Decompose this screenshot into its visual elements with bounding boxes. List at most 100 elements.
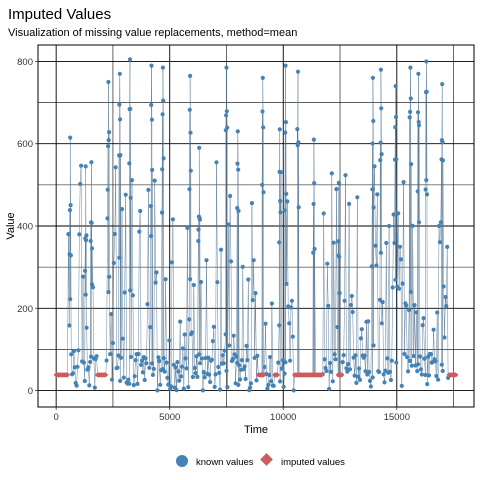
known-value-point bbox=[278, 210, 283, 215]
known-value-point bbox=[335, 325, 340, 330]
known-value-point bbox=[231, 333, 236, 338]
known-value-point bbox=[354, 380, 359, 385]
known-value-point bbox=[129, 178, 135, 183]
known-value-point bbox=[243, 376, 248, 382]
known-value-point bbox=[416, 123, 422, 128]
known-value-point bbox=[374, 263, 379, 268]
known-value-point bbox=[140, 370, 145, 375]
known-value-point bbox=[242, 364, 247, 369]
known-value-point bbox=[77, 232, 82, 237]
known-value-point bbox=[142, 377, 147, 383]
known-value-point bbox=[88, 359, 93, 365]
known-value-point bbox=[408, 289, 413, 295]
known-value-point bbox=[397, 244, 403, 249]
x-axis-ticks: 0 5000 10000 15000 bbox=[54, 407, 410, 423]
known-value-point bbox=[107, 274, 112, 279]
known-value-point bbox=[156, 355, 161, 360]
known-value-point bbox=[235, 129, 240, 134]
known-value-point bbox=[289, 298, 294, 303]
known-value-point bbox=[406, 369, 411, 374]
known-value-point bbox=[236, 167, 241, 172]
known-value-point bbox=[79, 163, 84, 168]
known-value-point bbox=[175, 360, 180, 365]
known-value-point bbox=[283, 360, 288, 365]
known-value-point bbox=[415, 110, 421, 115]
known-value-point bbox=[261, 125, 266, 130]
known-value-point bbox=[285, 199, 290, 204]
known-value-point bbox=[415, 369, 420, 374]
known-value-point bbox=[81, 360, 86, 365]
known-value-point bbox=[424, 192, 430, 197]
known-value-point bbox=[431, 327, 436, 332]
known-value-point bbox=[218, 247, 224, 252]
known-value-point bbox=[255, 353, 260, 358]
known-value-point bbox=[371, 205, 376, 210]
known-value-point bbox=[442, 335, 447, 340]
imputed-value-point bbox=[319, 372, 325, 378]
known-value-point bbox=[207, 372, 212, 377]
known-value-point bbox=[83, 238, 89, 243]
known-value-point bbox=[283, 130, 288, 135]
known-value-point bbox=[334, 187, 339, 192]
known-value-point bbox=[160, 65, 165, 70]
known-value-point bbox=[271, 383, 276, 388]
known-value-point bbox=[400, 281, 405, 286]
known-value-point bbox=[206, 355, 211, 360]
known-value-point bbox=[419, 372, 424, 377]
known-value-point bbox=[326, 303, 331, 308]
known-value-point bbox=[378, 140, 383, 145]
known-value-point bbox=[87, 383, 92, 388]
legend-known-label: known values bbox=[196, 457, 254, 468]
known-value-point bbox=[282, 371, 287, 376]
known-value-point bbox=[84, 233, 89, 238]
known-value-point bbox=[214, 160, 219, 165]
known-value-point bbox=[165, 375, 170, 380]
known-value-point bbox=[434, 373, 439, 379]
known-value-point bbox=[284, 281, 289, 286]
known-value-point bbox=[344, 366, 349, 371]
known-value-point bbox=[190, 374, 195, 380]
y-tick-label: 800 bbox=[17, 57, 33, 68]
known-value-point bbox=[337, 291, 342, 296]
known-value-point bbox=[385, 356, 390, 361]
known-value-point bbox=[424, 178, 429, 183]
known-value-point bbox=[393, 125, 398, 130]
known-value-point bbox=[362, 353, 367, 358]
known-value-point bbox=[162, 369, 167, 374]
known-value-point bbox=[106, 290, 111, 295]
known-value-point bbox=[117, 102, 122, 107]
known-value-point bbox=[357, 377, 363, 382]
known-value-point bbox=[278, 170, 284, 175]
known-value-point bbox=[105, 187, 110, 192]
known-value-point bbox=[440, 140, 445, 145]
known-value-point bbox=[423, 372, 428, 378]
known-value-point bbox=[408, 109, 413, 114]
known-value-point bbox=[123, 192, 128, 197]
known-value-point bbox=[210, 339, 215, 344]
known-value-point bbox=[291, 388, 296, 393]
known-value-point bbox=[69, 352, 74, 357]
known-value-point bbox=[208, 379, 213, 385]
known-value-point bbox=[248, 381, 254, 386]
known-value-point bbox=[67, 208, 72, 213]
imputed-value-point bbox=[103, 372, 109, 378]
known-value-point bbox=[245, 358, 250, 363]
known-value-point bbox=[268, 379, 274, 384]
known-value-point bbox=[358, 336, 363, 341]
known-value-point bbox=[126, 377, 131, 382]
known-value-point bbox=[253, 291, 258, 296]
known-value-point bbox=[290, 334, 295, 339]
known-value-point bbox=[327, 360, 333, 366]
known-value-point bbox=[337, 254, 342, 259]
legend-imputed-label: imputed values bbox=[281, 457, 345, 468]
known-value-point bbox=[106, 138, 111, 143]
known-value-point bbox=[195, 374, 200, 379]
known-value-point bbox=[92, 385, 97, 390]
known-value-point bbox=[197, 352, 202, 357]
known-value-point bbox=[332, 352, 337, 357]
known-value-point bbox=[325, 261, 330, 266]
known-value-point bbox=[228, 259, 234, 264]
known-value-point bbox=[121, 375, 126, 380]
known-value-point bbox=[202, 375, 207, 380]
known-value-point bbox=[268, 355, 273, 360]
